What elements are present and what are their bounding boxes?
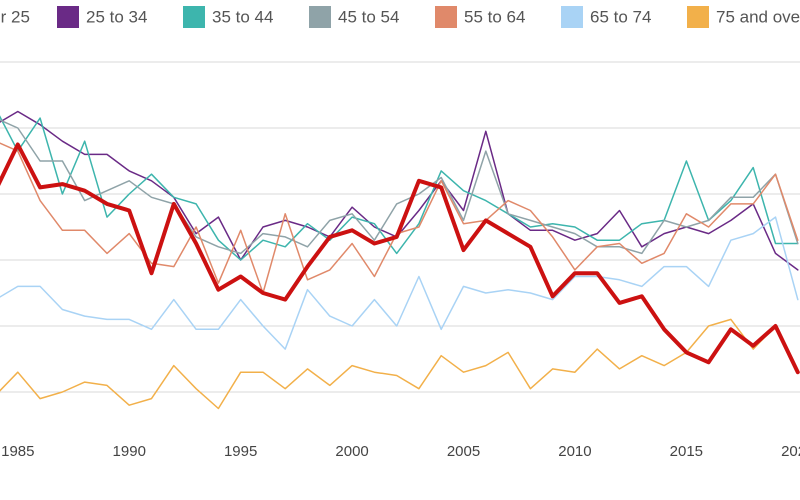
series-line (0, 115, 799, 261)
legend-swatch (183, 6, 205, 28)
series-line (0, 318, 799, 410)
x-tick-label: 2015 (670, 443, 703, 460)
x-tick-label: 1995 (224, 443, 257, 460)
x-tick-label: 2010 (558, 443, 591, 460)
series-line (0, 110, 799, 271)
legend-label: 25 to 34 (86, 7, 147, 26)
legend: Under 25 25 to 34 35 to 44 45 to 54 55 to 64… (0, 6, 800, 28)
legend-label: Under 25 (0, 7, 30, 26)
x-tick-label: 1990 (113, 443, 146, 460)
x-tick-label: 2005 (447, 443, 480, 460)
legend-swatch (435, 6, 457, 28)
x-tick-label: 1985 (1, 443, 34, 460)
legend-swatch (57, 6, 79, 28)
series-line (0, 119, 799, 255)
series-line (0, 142, 800, 375)
x-tick-label: 2000 (335, 443, 368, 460)
series-line (0, 216, 799, 350)
x-tick-label: 2020 (781, 443, 800, 460)
legend-label: 45 to 54 (338, 7, 399, 26)
legend-swatch (309, 6, 331, 28)
legend-label: 65 to 74 (590, 7, 651, 26)
legend-swatch (687, 6, 709, 28)
legend-label: 55 to 64 (464, 7, 525, 26)
grid (0, 61, 800, 393)
legend-swatch (561, 6, 583, 28)
x-axis: 1985 1990 1995 2000 2005 2010 2015 2020 (1, 443, 800, 460)
legend-label: 35 to 44 (212, 7, 273, 26)
plot (0, 110, 800, 410)
legend-label: 75 and over (716, 7, 800, 26)
